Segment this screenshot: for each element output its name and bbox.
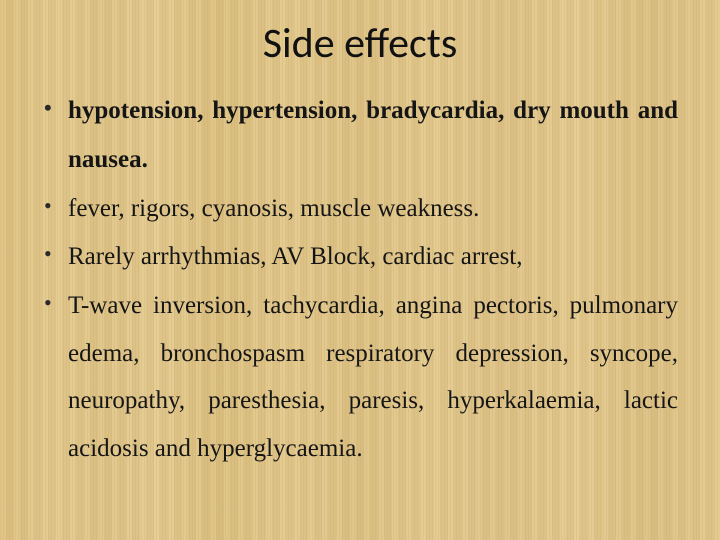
- list-item: fever, rigors, cyanosis, muscle weakness…: [42, 185, 678, 234]
- bullet-list: hypotension, hypertension, bradycardia, …: [42, 87, 678, 472]
- slide-title: Side effects: [42, 18, 678, 69]
- list-item: Rarely arrhythmias, AV Block, cardiac ar…: [42, 233, 678, 282]
- list-item: hypotension, hypertension, bradycardia, …: [42, 87, 678, 185]
- slide: Side effects hypotension, hypertension, …: [0, 0, 720, 540]
- list-item: T-wave inversion, tachycardia, angina pe…: [42, 282, 678, 472]
